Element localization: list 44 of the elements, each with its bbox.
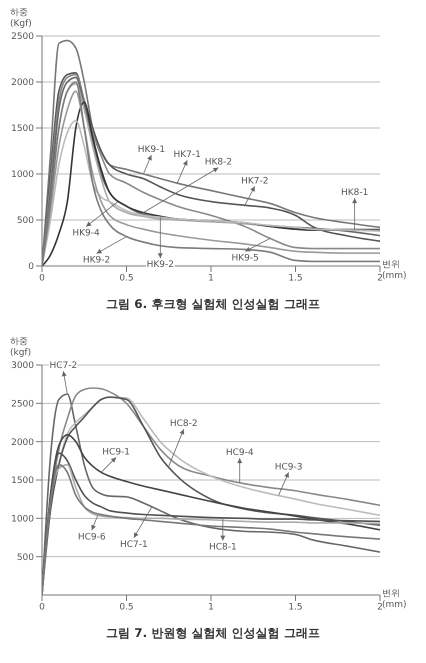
- y-tick-label: 500: [16, 216, 34, 226]
- annotation: HC7-2: [49, 361, 78, 372]
- annotation: HK9-4: [72, 228, 100, 239]
- text: 그림 7. 반원형 실험체 인성실험 그래프: [105, 625, 321, 642]
- y-tick-label: 500: [16, 552, 34, 563]
- y-tick-label: 2500: [11, 32, 34, 42]
- y-tick-label: 2000: [11, 78, 34, 88]
- y-tick-label: 0: [28, 262, 34, 272]
- y-tick-label: 1000: [11, 514, 34, 525]
- y-axis-title: 하중 (Kgf): [10, 8, 32, 30]
- x-tick-label: 1.5: [288, 602, 303, 612]
- y-tick-label: 1000: [11, 170, 34, 180]
- x-axis-title: 변위 (mm): [382, 589, 408, 611]
- annotation: HK8-2: [204, 158, 232, 168]
- annotation: HK9-1: [138, 145, 166, 155]
- annotation: HK8-1: [340, 188, 368, 198]
- text: 그림 6. 후크형 실험체 인성실험 그래프: [105, 296, 321, 313]
- x-tick-label: 0.5: [119, 602, 134, 612]
- annotation: HC8-1: [208, 542, 237, 553]
- y-tick-label: 1500: [11, 124, 34, 134]
- annotation: HK7-2: [241, 176, 268, 186]
- y-tick-label: 3000: [11, 361, 34, 372]
- x-tick-label: 1: [208, 273, 214, 284]
- x-tick-label: 1.5: [288, 273, 303, 284]
- annotation: HC9-1: [102, 447, 130, 458]
- x-axis-title: 변위 (mm): [382, 260, 408, 282]
- x-tick-label: 0: [39, 273, 46, 284]
- x-tick-label: 0: [39, 602, 46, 612]
- annotation: HK7-1: [174, 150, 201, 160]
- x-tick-label: 0.5: [119, 273, 134, 284]
- y-tick-label: 2000: [11, 438, 34, 448]
- x-tick-label: 2: [377, 602, 383, 612]
- annotation: HC9-4: [226, 448, 254, 458]
- y-tick-label: 1500: [11, 476, 34, 486]
- annotation: HK9-2: [82, 256, 110, 266]
- x-tick-label: 1: [208, 602, 214, 612]
- annotation: HC9-6: [78, 532, 106, 542]
- y-tick-label: 2500: [11, 400, 34, 410]
- y-axis-title: 하중 (kgf): [10, 337, 32, 359]
- annotation: HK9-5: [231, 253, 259, 264]
- annotation: HC9-3: [274, 462, 302, 472]
- x-tick-label: 2: [377, 273, 383, 284]
- annotation: HC8-2: [170, 419, 198, 430]
- annotation: HC7-1: [120, 540, 148, 550]
